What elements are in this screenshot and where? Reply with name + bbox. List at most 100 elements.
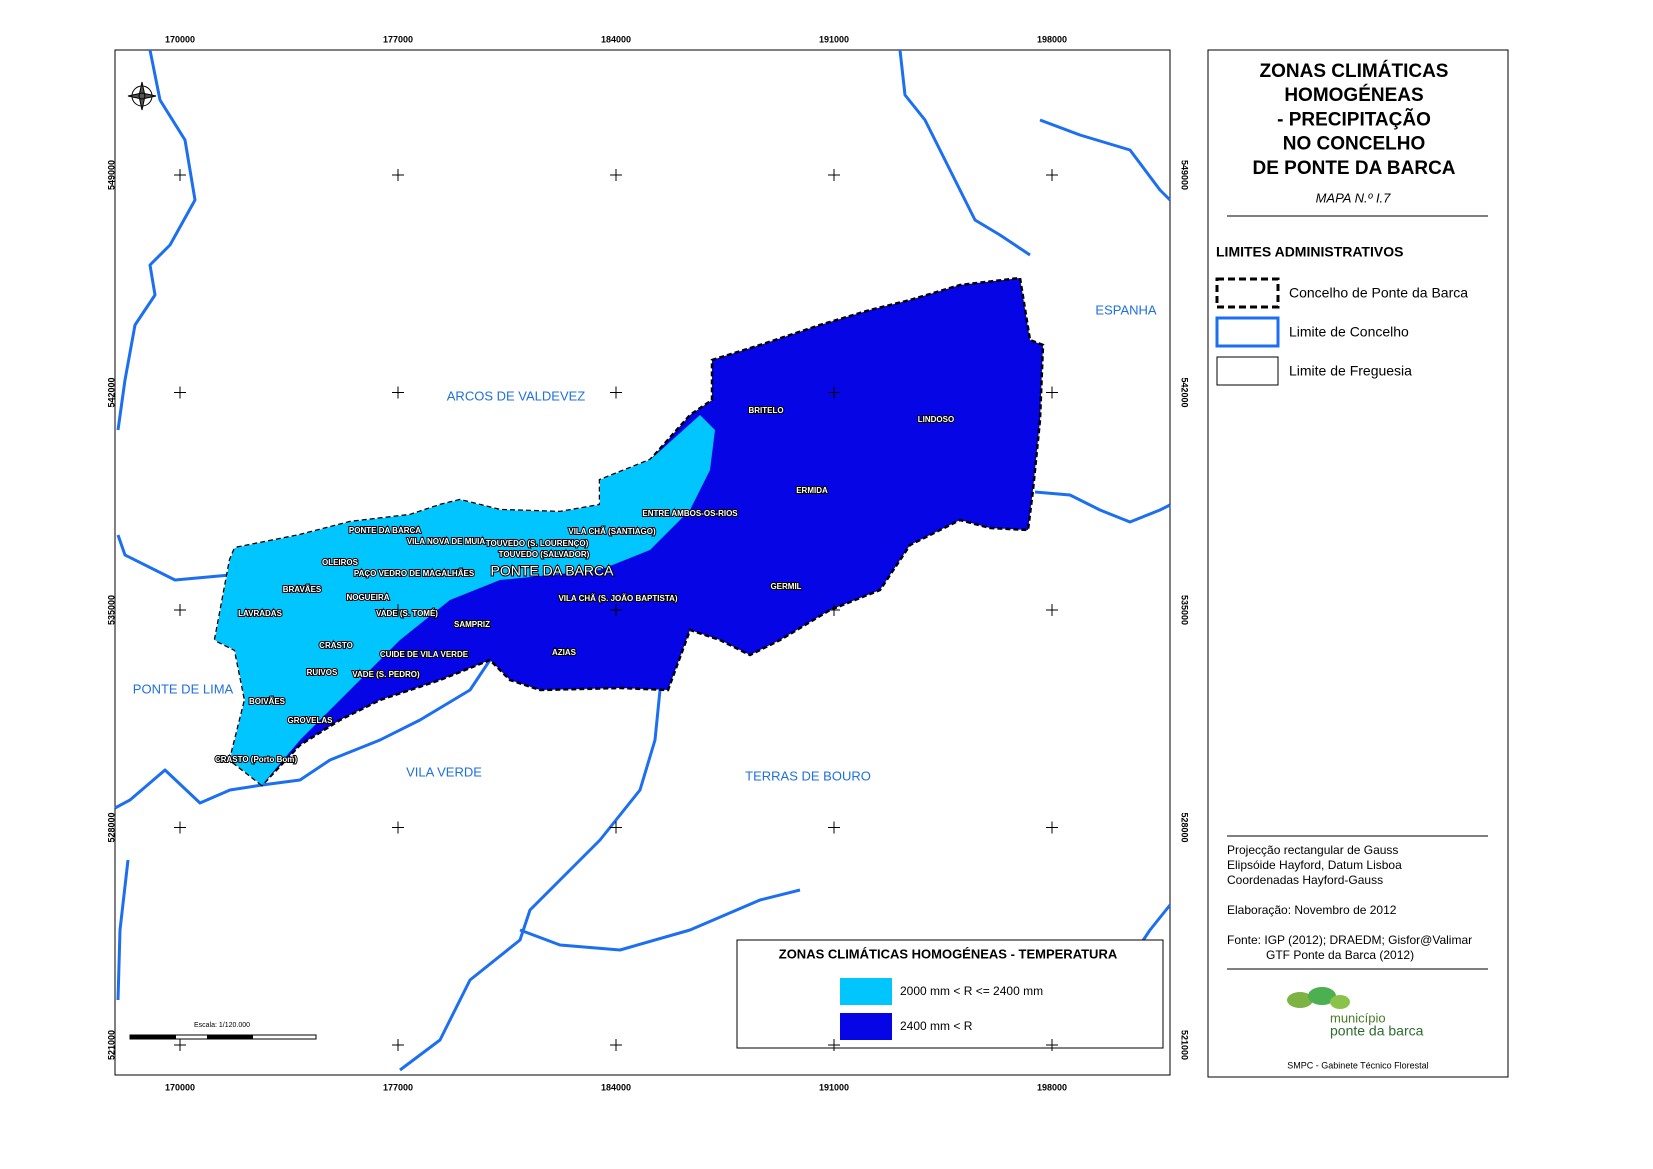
parish-label: PAÇO VEDRO DE MAGALHÃES xyxy=(354,569,475,578)
map-frame: Escala: 1/120.000 ZONAS CLIMÁTICAS HOMOG… xyxy=(114,49,1172,1076)
zone-legend-swatch xyxy=(840,978,892,1005)
region-label: PONTE DE LIMA xyxy=(133,681,234,696)
zone-legend-swatch xyxy=(840,1013,892,1040)
grid-cross xyxy=(392,1039,404,1051)
river xyxy=(1039,118,1172,202)
admin-title: LIMITES ADMINISTRATIVOS xyxy=(1216,244,1403,260)
grid-cross xyxy=(1046,1039,1058,1051)
x-coordinate-label: 177000 xyxy=(383,1082,413,1092)
river xyxy=(116,49,197,431)
parish-label: BRITELO xyxy=(748,406,783,415)
parish-label: CUIDE DE VILA VERDE xyxy=(380,650,469,659)
grid-cross xyxy=(392,821,404,834)
river xyxy=(116,859,130,1001)
logo-mark xyxy=(1287,987,1350,1009)
map-number: MAPA N.º I.7 xyxy=(1316,190,1392,205)
river xyxy=(519,888,801,952)
parish-label: VADE (S. TOMÉ) xyxy=(376,609,438,618)
parish-label: GROVELAS xyxy=(288,716,334,725)
y-coordinate-label: 542000 xyxy=(106,377,116,407)
parish-label: VILA CHÃ (SANTIAGO) xyxy=(568,527,656,536)
grid-cross xyxy=(392,604,404,616)
grid-cross xyxy=(174,386,186,399)
source-line: Fonte: IGP (2012); DRAEDM; Gisfor@Valima… xyxy=(1227,933,1472,947)
projection-note: Elipsóide Hayford, Datum Lisboa xyxy=(1227,858,1402,872)
y-coordinate-label: 521000 xyxy=(1180,1030,1190,1060)
compass xyxy=(127,81,157,111)
parish-label: RUIVOS xyxy=(307,668,338,677)
parish-label: TOUVEDO (SALVADOR) xyxy=(499,550,590,559)
panel-title: NO CONCELHO xyxy=(1283,134,1426,155)
grid-cross xyxy=(828,386,840,399)
zone-legend-box xyxy=(736,939,1164,1049)
parish-label: PONTE DA BARCA xyxy=(349,526,421,535)
grid-cross xyxy=(610,169,622,181)
scale-label: Escala: 1/120.000 xyxy=(194,1022,250,1029)
grid-cross xyxy=(174,821,186,834)
region-label: ESPANHA xyxy=(1095,302,1156,317)
parish-label: VILA NOVA DE MUIA xyxy=(407,537,486,546)
logo-text: município xyxy=(1330,1010,1386,1025)
grid-cross xyxy=(1046,386,1058,399)
y-coordinate-label: 542000 xyxy=(1180,377,1190,407)
panel-title: HOMOGÉNEAS xyxy=(1284,84,1423,106)
grid-cross xyxy=(828,169,840,181)
parish-label: GERMIL xyxy=(770,582,801,591)
y-coordinate-label: 521000 xyxy=(106,1030,116,1060)
parish-label: AZIAS xyxy=(552,648,577,657)
projection-note: Projecção rectangular de Gauss xyxy=(1227,843,1398,857)
grid-cross xyxy=(1046,821,1058,834)
parish-label: VILA CHÃ (S. JOÃO BAPTISTA) xyxy=(558,594,677,603)
legend-swatch-municipality xyxy=(1215,277,1280,309)
precipitation-zone-low xyxy=(215,415,715,785)
admin-legend-label: Limite de Freguesia xyxy=(1289,363,1412,379)
panel-title: ZONAS CLIMÁTICAS xyxy=(1260,60,1449,82)
grid-cross xyxy=(392,386,404,399)
zone-legend-label: 2000 mm < R <= 2400 mm xyxy=(900,984,1043,998)
x-coordinate-label: 170000 xyxy=(165,1082,195,1092)
parish-label: LINDOSO xyxy=(918,415,954,424)
grid-cross xyxy=(392,169,404,181)
y-coordinate-label: 535000 xyxy=(1180,595,1190,625)
river xyxy=(116,534,231,582)
x-coordinate-label: 184000 xyxy=(601,1082,631,1092)
grid-cross xyxy=(174,604,186,616)
x-coordinate-label: 198000 xyxy=(1037,34,1067,44)
river xyxy=(399,689,662,1072)
admin-legend-label: Concelho de Ponte da Barca xyxy=(1289,285,1468,301)
logo-text: ponte da barca xyxy=(1330,1023,1424,1039)
grid-cross xyxy=(1046,604,1058,616)
zone-legend-title: ZONAS CLIMÁTICAS HOMOGÉNEAS - TEMPERATUR… xyxy=(779,946,1118,961)
projection-note: Coordenadas Hayford-Gauss xyxy=(1227,873,1383,887)
y-coordinate-label: 528000 xyxy=(106,812,116,842)
info-panel xyxy=(1207,49,1509,1078)
river xyxy=(114,768,263,810)
scale-bar xyxy=(129,1034,317,1040)
river xyxy=(261,659,492,787)
parish-label: TOUVEDO (S. LOURENÇO) xyxy=(486,539,589,548)
x-coordinate-label: 191000 xyxy=(819,34,849,44)
y-coordinate-label: 549000 xyxy=(1180,160,1190,190)
legend-swatch-council-limit xyxy=(1215,316,1280,348)
admin-legend-label: Limite de Concelho xyxy=(1289,324,1409,340)
grid-cross xyxy=(174,169,186,181)
legend-swatch-parish-limit xyxy=(1216,356,1279,386)
parish-label: OLEIROS xyxy=(322,558,359,567)
parish-label: LAVRADAS xyxy=(238,609,283,618)
zone-legend-label: 2400 mm < R xyxy=(900,1019,973,1033)
grid-cross xyxy=(610,386,622,399)
parish-label: BOIVÃES xyxy=(249,697,286,706)
grid-cross xyxy=(610,821,622,834)
y-coordinate-label: 549000 xyxy=(106,160,116,190)
region-label: VILA VERDE xyxy=(406,764,482,779)
source-line: GTF Ponte da Barca (2012) xyxy=(1266,948,1414,962)
x-coordinate-label: 191000 xyxy=(819,1082,849,1092)
region-label: TERRAS DE BOURO xyxy=(745,768,871,783)
river xyxy=(898,49,1031,257)
parish-label: ENTRE AMBOS-OS-RIOS xyxy=(642,509,738,518)
parish-label: CRASTO xyxy=(319,641,353,650)
x-coordinate-label: 170000 xyxy=(165,34,195,44)
grid-cross xyxy=(828,821,840,834)
grid-cross xyxy=(1046,169,1058,181)
